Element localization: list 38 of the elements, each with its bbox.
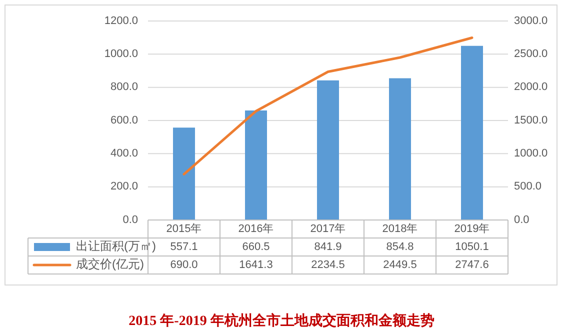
data-label: 854.8 <box>386 240 414 253</box>
x-tick-label: 2015年 <box>166 222 202 235</box>
bar <box>173 128 195 220</box>
y2-tick-label: 2000.0 <box>514 81 548 94</box>
y2-tick-label: 1500.0 <box>514 114 548 126</box>
data-label: 1641.3 <box>239 258 273 271</box>
y-tick-label: 1200.0 <box>104 14 138 27</box>
data-label: 690.0 <box>170 258 198 271</box>
bar <box>461 46 483 220</box>
data-label: 1050.1 <box>455 240 489 253</box>
data-label: 557.1 <box>170 240 198 253</box>
bar <box>389 78 411 220</box>
data-label: 660.5 <box>242 240 270 253</box>
data-label: 2747.6 <box>455 258 489 271</box>
x-tick-label: 2019年 <box>454 222 490 235</box>
y2-tick-label: 500.0 <box>514 180 542 193</box>
x-tick-label: 2016年 <box>238 222 274 235</box>
y-tick-label: 400.0 <box>110 148 138 160</box>
data-label: 2449.5 <box>383 258 417 271</box>
y-tick-label: 1000.0 <box>104 48 138 60</box>
y-tick-label: 800.0 <box>110 81 138 94</box>
y-tick-label: 0.0 <box>122 214 138 226</box>
bar <box>317 80 339 220</box>
y2-tick-label: 2500.0 <box>514 48 548 60</box>
bar <box>245 110 267 220</box>
legend-label: 出让面积(万㎡) <box>76 239 156 254</box>
data-label: 2234.5 <box>311 258 345 271</box>
y-tick-label: 600.0 <box>110 114 138 126</box>
y2-tick-label: 0.0 <box>514 214 530 226</box>
y-tick-label: 200.0 <box>110 180 138 193</box>
y2-tick-label: 1000.0 <box>514 148 548 160</box>
line-series <box>182 36 474 176</box>
x-tick-label: 2017年 <box>310 222 346 235</box>
y2-tick-label: 3000.0 <box>514 14 548 27</box>
legend-label: 成交价(亿元) <box>76 257 144 272</box>
text: 2015 年-2019 年杭州全市土地成交面积和金额走势 <box>128 312 434 330</box>
x-tick-label: 2018年 <box>382 222 418 235</box>
data-label: 841.9 <box>314 240 342 253</box>
